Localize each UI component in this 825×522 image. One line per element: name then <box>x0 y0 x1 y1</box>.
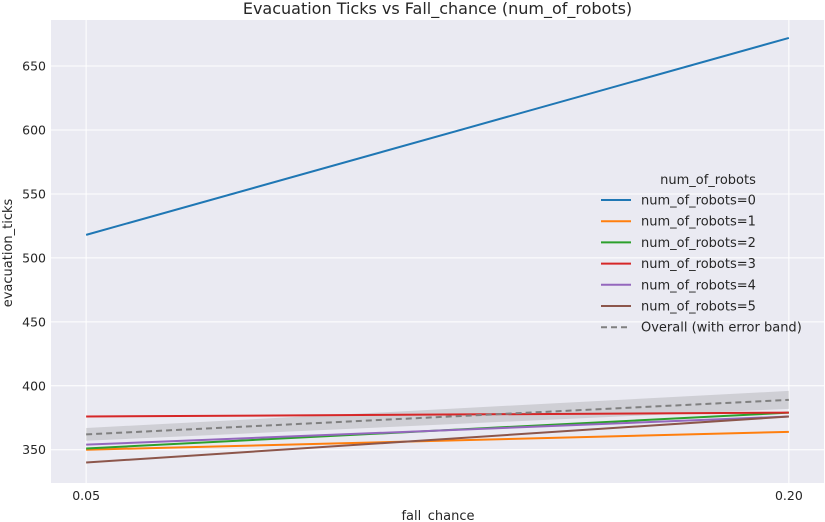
legend-label: num_of_robots=1 <box>641 215 756 230</box>
series-line-robots-1 <box>86 430 789 451</box>
series-layer <box>85 36 790 464</box>
error-band-layer <box>86 390 789 441</box>
legend-label: num_of_robots=5 <box>641 300 756 315</box>
x-gridlines <box>85 20 790 483</box>
legend-label: num_of_robots=2 <box>641 236 756 251</box>
x-axis-label: fall_chance <box>401 509 474 522</box>
y-tick-label: 400 <box>22 378 46 393</box>
series-line-robots-3 <box>86 411 789 418</box>
series-line-robots-5 <box>86 415 789 464</box>
y-tick-label: 350 <box>22 442 46 457</box>
legend-items: num_of_robots=0 num_of_robots=1 num_of_rob… <box>601 194 802 336</box>
y-tick-label: 450 <box>22 314 46 329</box>
series-line-robots-4 <box>86 415 789 446</box>
y-axis-label: evacuation_ticks <box>1 198 16 307</box>
x-tick-label: 0.05 <box>72 488 100 503</box>
chart-title: Evacuation Ticks vs Fall_chance (num_of_… <box>243 0 632 19</box>
y-tick-label: 550 <box>22 186 46 201</box>
overall-error-band <box>86 390 789 441</box>
legend-title: num_of_robots <box>660 173 756 188</box>
legend-label: num_of_robots=3 <box>641 257 756 272</box>
x-tick-labels: 0.05 0.20 <box>72 488 803 503</box>
y-tick-labels: 350 400 450 500 550 600 650 <box>22 59 46 458</box>
overall-line <box>86 398 789 436</box>
legend-label: num_of_robots=0 <box>641 194 756 209</box>
legend: num_of_robots num_of_robots=0num_of_robo… <box>601 173 802 336</box>
x-tick-label: 0.20 <box>775 488 803 503</box>
y-gridlines <box>51 65 824 451</box>
legend-label: num_of_robots=4 <box>641 278 756 293</box>
y-tick-label: 600 <box>22 122 46 137</box>
y-tick-label: 650 <box>22 59 46 74</box>
plot-background <box>51 20 824 483</box>
series-line-robots-0 <box>85 36 790 236</box>
legend-label: Overall (with error band) <box>641 321 802 336</box>
y-tick-label: 500 <box>22 250 46 265</box>
